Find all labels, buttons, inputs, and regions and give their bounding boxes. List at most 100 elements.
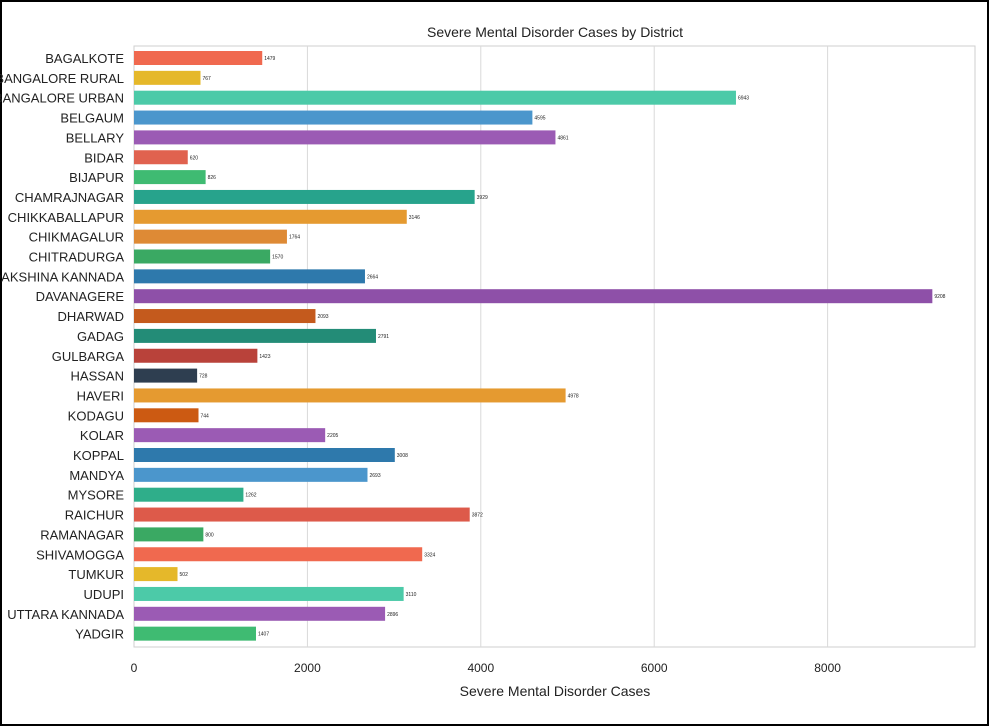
category-label: GADAG — [77, 329, 124, 344]
bar-bangalore-urban — [134, 90, 736, 105]
category-labels: BAGALKOTE BANGALORE RURAL BANGALORE URBAN B… — [0, 51, 124, 642]
value-label: 1479 — [264, 56, 275, 62]
category-label: BELGAUM — [60, 111, 124, 126]
category-label: BAGALKOTE — [45, 51, 124, 66]
bar-dakshina-kannada — [134, 269, 365, 284]
value-label: 2205 — [327, 433, 338, 439]
bar-uttara-kannada — [134, 606, 386, 621]
category-label: KOPPAL — [73, 448, 124, 463]
value-label: 4861 — [557, 135, 568, 141]
bar-bidar — [134, 150, 188, 165]
value-label: 767 — [202, 76, 211, 82]
category-label: MANDYA — [69, 468, 124, 483]
value-label: 4595 — [534, 116, 545, 122]
bar-dharwad — [134, 309, 316, 324]
value-label: 3110 — [406, 592, 417, 598]
value-label: 3324 — [424, 552, 435, 558]
bar-hassan — [134, 368, 198, 383]
bar-chikkaballapur — [134, 209, 407, 224]
bar-gadag — [134, 328, 376, 343]
value-label: 2664 — [367, 274, 378, 280]
x-tick-label: 8000 — [814, 661, 841, 675]
category-label: UTTARA KANNADA — [7, 607, 124, 622]
category-label: BELLARY — [66, 130, 125, 145]
category-label: CHITRADURGA — [29, 250, 125, 265]
category-label: MYSORE — [68, 488, 125, 503]
grid-lines — [306, 46, 829, 647]
value-label: 3872 — [472, 513, 483, 519]
category-label: YADGIR — [75, 627, 124, 642]
bar-tumkur — [134, 567, 178, 582]
x-tick-label: 4000 — [467, 661, 494, 675]
x-tick-label: 6000 — [641, 661, 668, 675]
bar-udupi — [134, 586, 404, 601]
value-label: 620 — [190, 155, 199, 161]
category-label: KOLAR — [80, 428, 124, 443]
bar-gulbarga — [134, 348, 258, 363]
value-label: 1407 — [258, 632, 269, 638]
category-label: UDUPI — [84, 587, 124, 602]
category-label: HAVERI — [77, 388, 124, 403]
value-label: 3146 — [409, 215, 420, 221]
value-label: 744 — [201, 413, 210, 419]
category-label: DAKSHINA KANNADA — [0, 269, 124, 284]
category-label: RAICHUR — [65, 508, 124, 523]
value-label: 1423 — [259, 354, 270, 360]
bar-chitradurga — [134, 249, 271, 264]
category-label: SHIVAMOGGA — [36, 547, 124, 562]
bar-chikmagalur — [134, 229, 287, 244]
value-label: 800 — [205, 532, 214, 538]
bar-ramanagar — [134, 527, 204, 542]
value-label: 3929 — [477, 195, 488, 201]
x-tick-labels: 0 2000 4000 6000 8000 — [131, 661, 842, 675]
category-label: DAVANAGERE — [36, 289, 125, 304]
category-label: BIDAR — [84, 150, 124, 165]
value-label: 2093 — [317, 314, 328, 320]
bar-belgaum — [134, 110, 533, 125]
value-label: 728 — [199, 374, 208, 380]
bar-bijapur — [134, 170, 206, 185]
bar-kodagu — [134, 408, 199, 423]
value-label: 1764 — [289, 235, 300, 241]
value-label: 1262 — [245, 493, 256, 499]
bars-group — [134, 51, 933, 641]
bar-yadgir — [134, 626, 256, 641]
plot-area — [133, 45, 976, 648]
bar-haveri — [134, 388, 566, 403]
category-label: RAMANAGAR — [40, 527, 124, 542]
bar-mandya — [134, 467, 368, 482]
category-label: TUMKUR — [68, 567, 124, 582]
value-label: 1570 — [272, 255, 283, 261]
bar-koppal — [134, 448, 395, 462]
category-label: BANGALORE URBAN — [0, 91, 124, 106]
bar-chamrajnagar — [134, 189, 475, 204]
category-label: BIJAPUR — [69, 170, 124, 185]
value-label: 4978 — [568, 393, 579, 399]
bar-raichur — [134, 507, 470, 522]
x-tick-label: 0 — [131, 661, 138, 675]
value-label: 502 — [180, 572, 189, 578]
category-label: HASSAN — [71, 369, 124, 384]
category-label: CHIKMAGALUR — [29, 230, 124, 245]
category-label: DHARWAD — [58, 309, 124, 324]
bar-bellary — [134, 130, 556, 145]
value-label: 2791 — [378, 334, 389, 340]
bar-davanagere — [134, 289, 933, 304]
value-label: 6943 — [738, 96, 749, 102]
x-tick-label: 2000 — [294, 661, 321, 675]
category-label: KODAGU — [68, 408, 124, 423]
category-label: CHIKKABALLAPUR — [8, 210, 124, 225]
category-label: BANGALORE RURAL — [0, 71, 124, 86]
value-labels: 1479 767 6943 4595 4861 620 826 3929 3146 1764 157… — [180, 56, 946, 638]
value-label: 2896 — [387, 612, 398, 618]
value-label: 826 — [208, 175, 217, 181]
category-label: GULBARGA — [52, 349, 125, 364]
x-axis-label: Severe Mental Disorder Cases — [460, 683, 651, 699]
value-label: 2693 — [369, 473, 380, 479]
bar-shivamogga — [134, 547, 423, 562]
bar-kolar — [134, 428, 326, 443]
bar-bangalore-rural — [134, 70, 201, 85]
value-label: 9208 — [934, 294, 945, 300]
bar-mysore — [134, 487, 244, 502]
